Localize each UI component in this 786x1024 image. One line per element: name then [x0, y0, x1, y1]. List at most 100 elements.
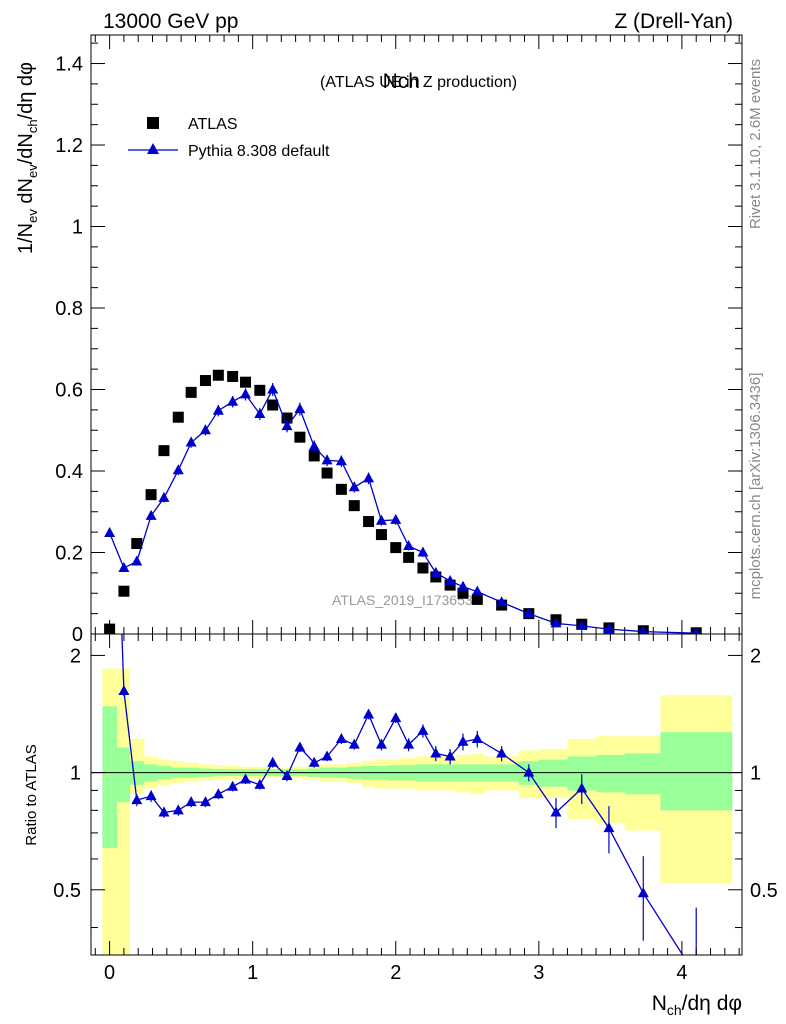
ratio-data-point: [430, 747, 442, 758]
ratio-data-point: [691, 970, 702, 980]
pythia-data-point: [403, 539, 415, 550]
ratio-data-point: [240, 773, 252, 784]
atlas-data-point: [375, 529, 387, 541]
pythia-data-point: [294, 403, 306, 414]
ratio-uncertainty-bands: [102, 668, 733, 955]
pythia-data-point: [308, 440, 320, 451]
x-axis-label: Nch/dη dφ: [652, 992, 742, 1018]
main-y-tick-label: 1.2: [55, 135, 83, 157]
atlas-data-point: [227, 370, 239, 382]
ratio-frame: [90, 633, 743, 956]
pythia-data-point: [638, 625, 648, 634]
ratio-outer-band: [116, 668, 130, 955]
atlas-data-point: [444, 579, 456, 591]
ratio-data-point: [118, 685, 130, 696]
x-tick-label: 2: [390, 962, 401, 984]
ratio-data-point: [348, 738, 360, 749]
ratio-data-point: [199, 796, 211, 807]
ratio-data-point: [281, 770, 293, 781]
ratio-data-point: [637, 887, 649, 898]
atlas-data-point: [185, 386, 197, 398]
main-y-tick-label: 0.4: [55, 461, 83, 483]
atlas-data-point: [363, 516, 375, 528]
ratio-data-point: [417, 724, 429, 735]
atlas-data-point: [199, 375, 211, 387]
ratio-inner-band: [538, 759, 568, 787]
ratio-data-point: [523, 766, 535, 777]
ratio-y-tick-label: 2: [70, 645, 81, 667]
analysis-watermark: ATLAS_2019_I1736531: [332, 592, 481, 608]
atlas-data-point: [254, 384, 266, 396]
rivet-version-label: Rivet 3.1.10, 2.6M events: [747, 59, 764, 229]
pythia-data-point: [471, 585, 483, 596]
atlas-data-point: [430, 571, 442, 583]
legend-marker-pythia: [147, 143, 159, 154]
ratio-y-tick-label-right: 1: [750, 763, 761, 785]
legend-marker-atlas: [147, 117, 159, 129]
ratio-data-point: [308, 756, 320, 767]
ratio-data-point: [254, 778, 266, 789]
atlas-data-point: [321, 467, 333, 479]
atlas-data-point: [281, 412, 293, 424]
pythia-data-point: [576, 619, 588, 630]
ratio-inner-band: [596, 754, 625, 793]
atlas-data-point: [158, 445, 170, 457]
ratio-data-point: [227, 780, 239, 791]
mcplots-source-label: mcplots.cern.ch [arXiv:1306.3436]: [747, 373, 764, 600]
x-tick-label: 0: [104, 962, 115, 984]
ratio-inner-band: [102, 706, 118, 849]
pythia-data-point: [321, 454, 333, 465]
legend-label-atlas: ATLAS: [188, 116, 238, 133]
pythia-data-point: [444, 575, 456, 586]
ratio-data-point: [457, 735, 469, 746]
atlas-data-point: [308, 450, 320, 462]
atlas-data-point: [212, 369, 224, 381]
atlas-data-point: [118, 585, 130, 597]
main-y-tick-label: 0.2: [55, 543, 83, 565]
atlas-data-point: [471, 593, 483, 605]
pythia-data-point: [240, 388, 252, 399]
pythia-data-point: [375, 514, 387, 525]
pythia-data-point: [185, 436, 197, 447]
pythia-data-point: [212, 404, 224, 415]
pythia-data-point: [199, 424, 211, 435]
legend: ATLAS Pythia 8.308 default: [128, 116, 330, 160]
legend-label-pythia: Pythia 8.308 default: [188, 143, 330, 160]
ratio-data-point: [185, 796, 197, 807]
atlas-data-point: [104, 623, 116, 634]
main-y-tick-label: 1.4: [55, 54, 83, 76]
pythia-data-point: [390, 513, 402, 524]
ratio-data-point: [321, 750, 333, 761]
main-x-ticks: [94, 35, 740, 634]
pythia-data-point: [363, 472, 375, 483]
ratio-y-axis-label: Ratio to ATLAS: [23, 744, 40, 845]
ratio-y-tick-label-right: 2: [750, 645, 761, 667]
ratio-panel: 0.5 0.5 1 1 2 2 0 1 2 3 4 Ratio to ATLAS Nch/dη d…: [23, 634, 778, 1018]
atlas-data-point: [390, 542, 402, 554]
ratio-y-tick-label-right: 0.5: [750, 880, 778, 902]
main-y-tick-label: 0.6: [55, 380, 83, 402]
ratio-data-point: [172, 804, 184, 815]
pythia-data-point: [692, 627, 700, 634]
header-process: Z (Drell-Yan): [614, 10, 733, 33]
main-panel: 0 0.2 0.4 0.6 0.8 1 1.2 1.4 Nch (ATLAS UE in Z …: [15, 35, 742, 646]
atlas-data-point: [457, 587, 469, 599]
ratio-inner-band: [660, 732, 733, 811]
pythia-data-point: [267, 383, 279, 394]
ratio-data-point: [403, 738, 415, 749]
ratio-inner-band: [116, 747, 130, 803]
ratio-data-point: [550, 806, 562, 817]
pythia-data-point: [118, 561, 130, 572]
ratio-y-tick-label: 1: [70, 763, 81, 785]
ratio-x-ticks: 0 1 2 3 4: [94, 634, 740, 984]
atlas-data-point: [335, 483, 347, 495]
atlas-data-point: [403, 551, 415, 563]
atlas-data-point: [417, 562, 429, 574]
pythia-data-point: [172, 464, 184, 475]
ratio-data-point: [375, 738, 387, 749]
pythia-data-point: [417, 546, 429, 557]
pythia-data-point: [281, 420, 293, 431]
main-y-axis-label: 1/Nev dNev/dNch/dη dφ: [15, 62, 40, 254]
pythia-data-point: [131, 555, 143, 566]
x-tick-label: 3: [533, 962, 544, 984]
